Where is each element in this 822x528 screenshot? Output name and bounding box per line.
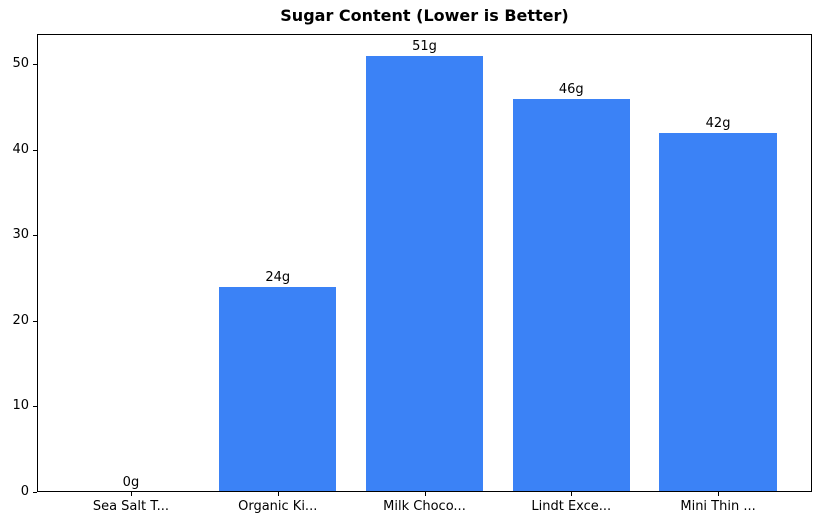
x-tick-mark xyxy=(571,492,573,496)
y-tick-mark xyxy=(33,320,37,322)
y-tick-label: 0 xyxy=(20,484,29,499)
y-tick-label: 30 xyxy=(12,227,29,243)
x-tick-label: Milk Choco... xyxy=(383,499,466,514)
bar xyxy=(512,98,630,492)
y-tick-label: 20 xyxy=(12,312,29,328)
y-tick-label: 50 xyxy=(12,56,29,72)
y-tick-mark xyxy=(33,149,37,151)
y-tick-label: 10 xyxy=(12,398,29,414)
x-tick-label: Lindt Exce... xyxy=(531,499,612,514)
bar-value-label: 51g xyxy=(412,38,437,54)
bar xyxy=(659,132,777,492)
bar-value-label: 24g xyxy=(265,269,291,285)
y-tick-mark xyxy=(33,235,37,237)
bar xyxy=(219,286,337,492)
y-tick-mark xyxy=(33,64,37,66)
y-tick-mark xyxy=(33,406,37,408)
x-tick-mark xyxy=(718,492,720,496)
x-tick-mark xyxy=(277,492,279,496)
bar-value-label: 46g xyxy=(558,81,584,97)
chart-title: Sugar Content (Lower is Better) xyxy=(280,6,569,25)
y-tick-mark xyxy=(33,492,37,493)
plot-area xyxy=(37,34,812,492)
bar xyxy=(365,55,484,492)
y-tick-label: 40 xyxy=(12,141,29,157)
x-tick-label: Organic Ki... xyxy=(238,499,318,514)
x-tick-label: Sea Salt T... xyxy=(92,499,170,514)
x-tick-mark xyxy=(424,492,426,496)
x-tick-mark xyxy=(130,492,132,496)
bar-value-label: 42g xyxy=(705,115,731,131)
x-tick-label: Mini Thin ... xyxy=(680,499,756,514)
bar-value-label: 0g xyxy=(122,475,140,490)
